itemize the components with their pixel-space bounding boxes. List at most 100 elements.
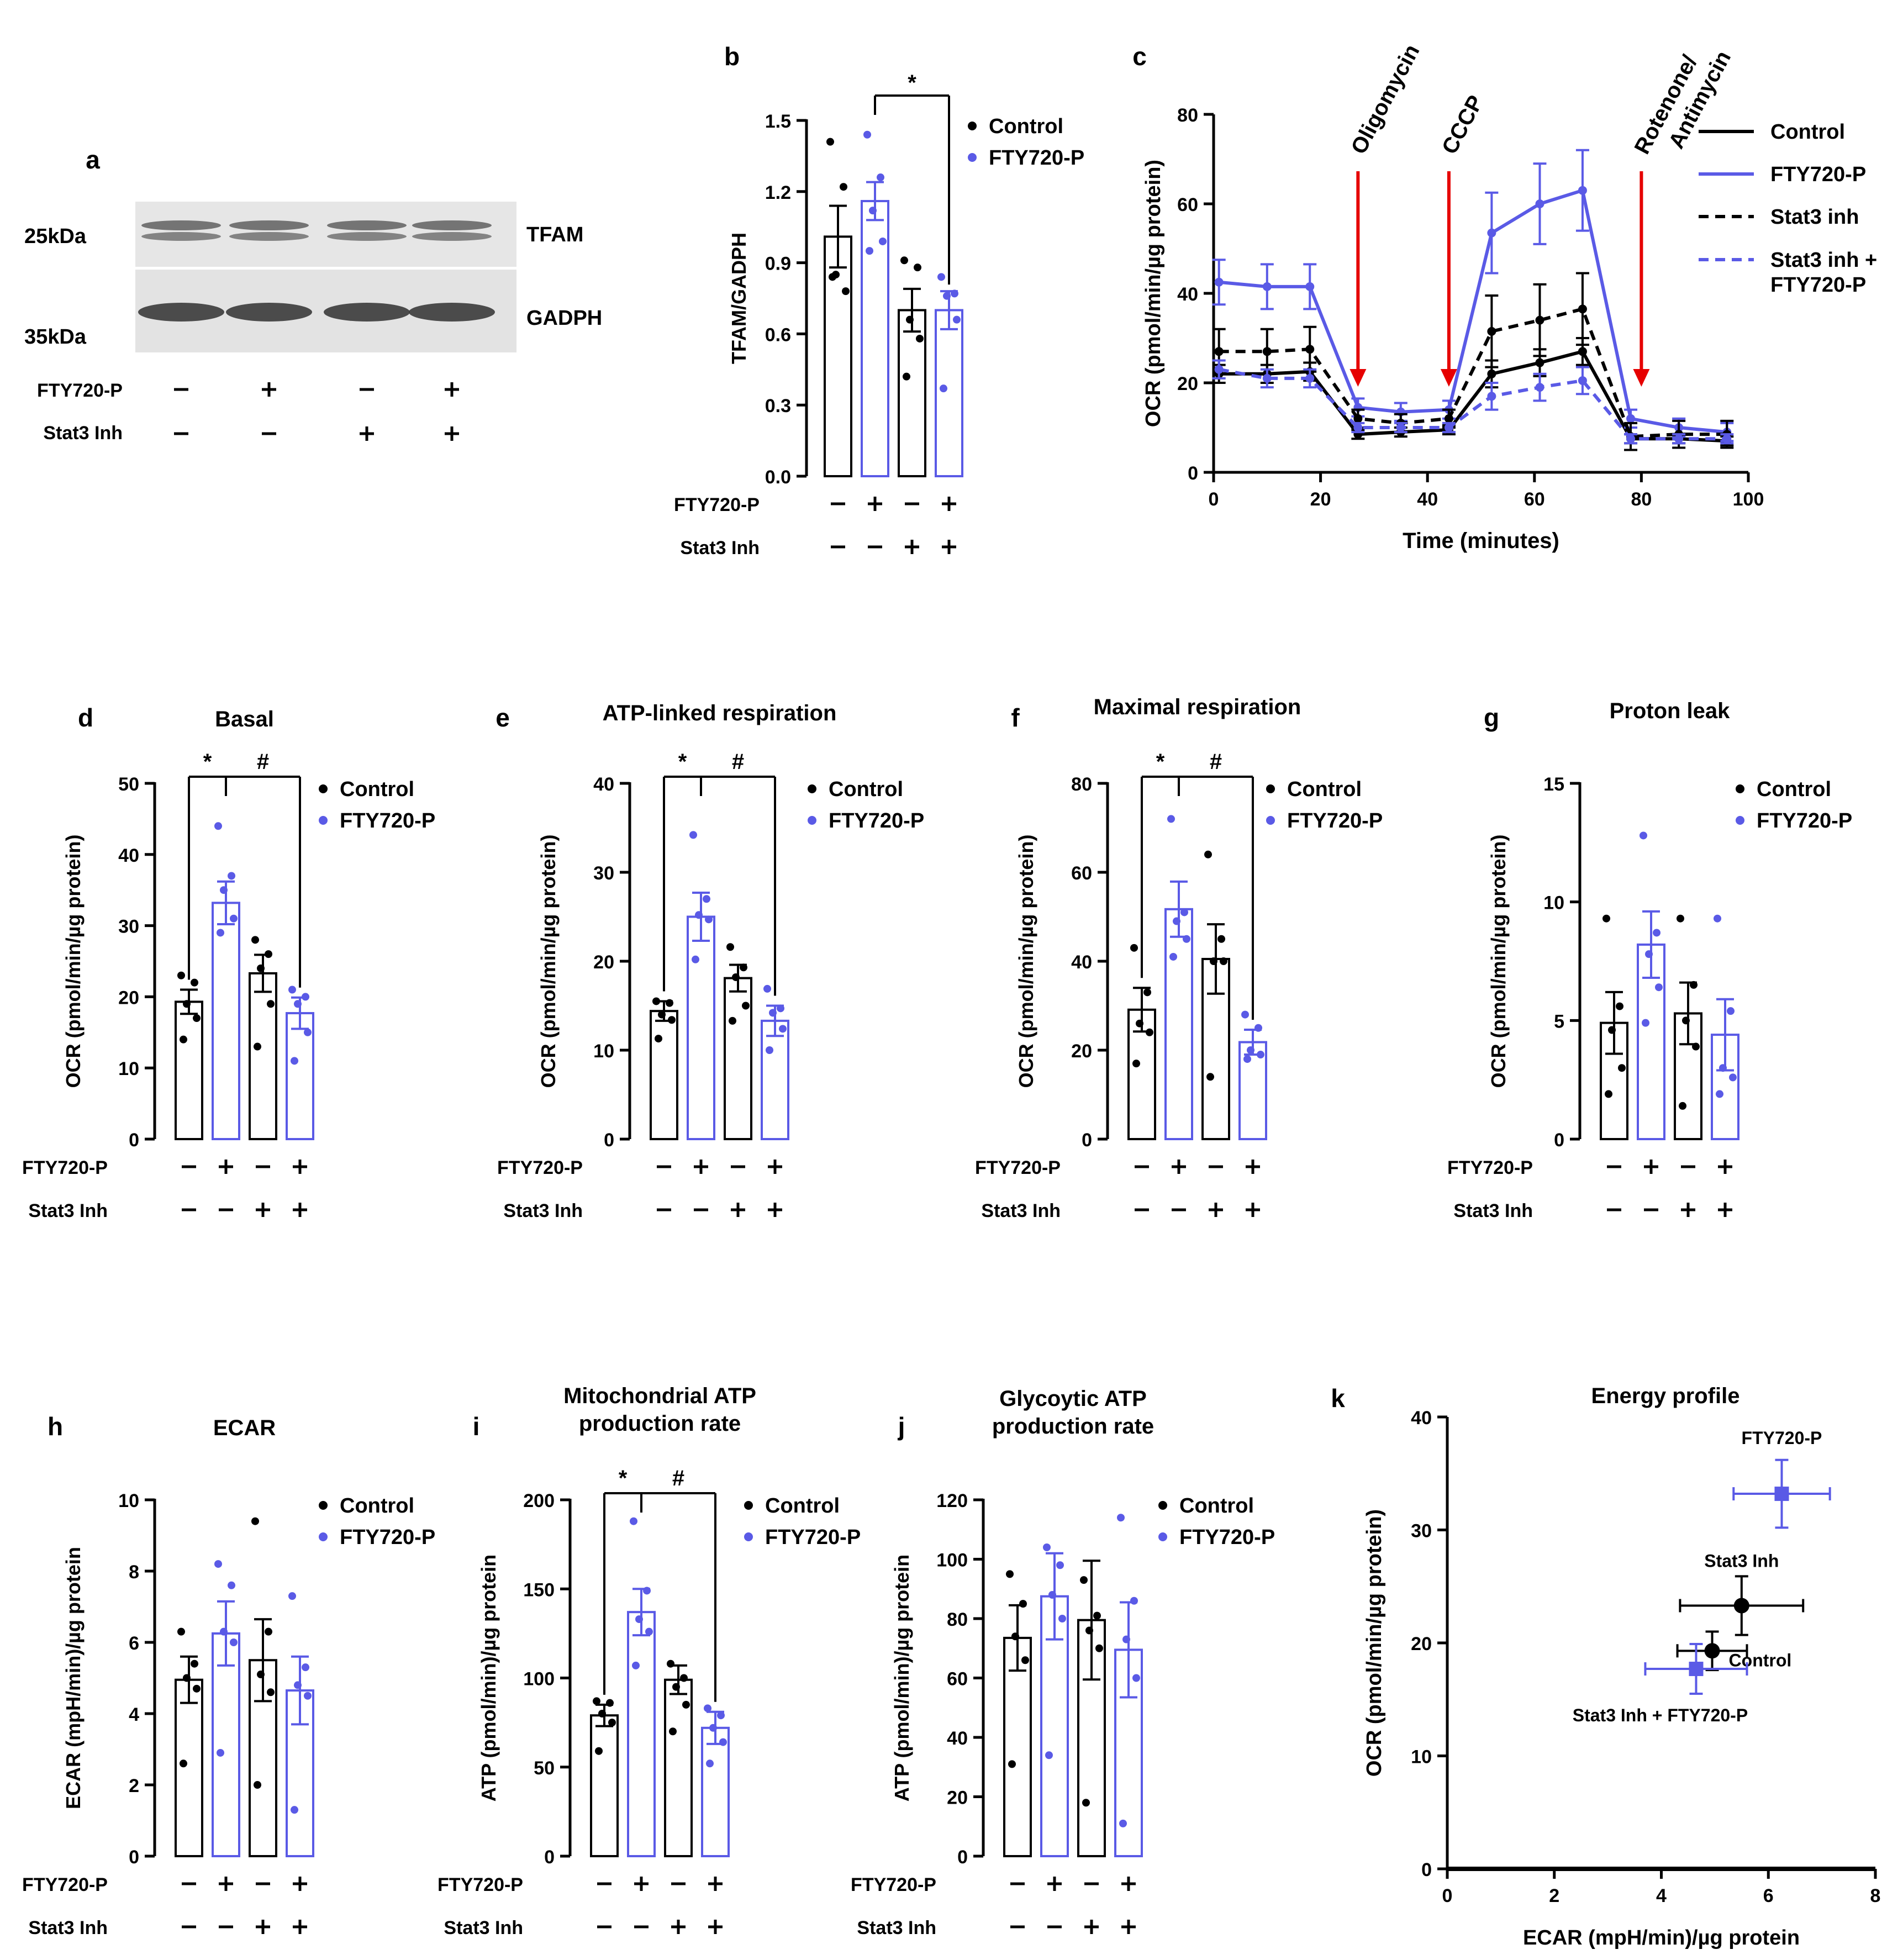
treatment-sign [694, 1160, 708, 1174]
data-point [593, 1697, 600, 1705]
treatment-sign [1121, 1920, 1136, 1934]
treatment-sign [256, 1203, 270, 1217]
data-point [1729, 1073, 1737, 1082]
y-tick-label: 5 [1554, 1011, 1564, 1032]
y-tick-label: 0.9 [765, 254, 791, 275]
data-point [1143, 988, 1151, 997]
data-point [1019, 1600, 1027, 1608]
bar [935, 309, 963, 477]
data-point [1682, 1016, 1690, 1025]
y-tick-label: 80 [947, 1609, 968, 1630]
data-point [1180, 908, 1188, 916]
row-label-fty720-p: FTY720-P [851, 1874, 936, 1895]
y-axis-label: TFAM/GADPH [728, 233, 750, 364]
treatment-sign [634, 1877, 649, 1891]
data-point [709, 1724, 717, 1732]
x-axis-label: ECAR (mpH/min)/µg protein [1523, 1926, 1800, 1950]
data-point [937, 273, 945, 281]
row-label-stat3-inh: Stat3 Inh [1453, 1200, 1533, 1221]
treatment-sign [360, 426, 374, 441]
bar [650, 1010, 678, 1141]
y-tick-label: 20 [593, 952, 614, 973]
x-tick-label: 40 [1417, 489, 1438, 510]
y-tick-label: 60 [1177, 194, 1198, 215]
data-point [1535, 199, 1544, 208]
legend-marker-fty720-p [319, 1532, 328, 1541]
data-point [717, 1711, 725, 1720]
treatment-sign [905, 540, 919, 554]
treatment-sign [942, 540, 956, 554]
series-line [1219, 307, 1727, 439]
treatment-sign [262, 382, 276, 397]
legend-label-control: Control [340, 778, 414, 801]
data-point [1132, 1060, 1140, 1068]
data-point [829, 273, 836, 281]
data-point [1578, 376, 1587, 385]
data-point [1214, 347, 1224, 356]
legend-label: FTY720-P [1770, 163, 1866, 186]
data-point [1045, 1751, 1053, 1759]
panel-letter: i [473, 1412, 480, 1441]
data-point [302, 993, 309, 1001]
treatment-sign [868, 497, 882, 511]
injection-arrowhead [1633, 369, 1650, 387]
treatment-sign [445, 382, 459, 397]
injection-arrowhead [1350, 369, 1367, 387]
data-point [866, 247, 873, 255]
x-tick-label: 6 [1763, 1885, 1774, 1906]
data-point [914, 264, 921, 272]
data-point [606, 1699, 614, 1707]
series-stat3-inh [1212, 272, 1734, 451]
data-point [1011, 1632, 1019, 1641]
data-point [1119, 1819, 1127, 1827]
data-point [1714, 914, 1721, 923]
y-axis-label: OCR (pmol/min/µg protein) [1363, 1509, 1386, 1777]
data-point [1719, 1064, 1727, 1072]
point-stat3-inh-fty720-p: Stat3 Inh + FTY720-P [1573, 1643, 1748, 1725]
data-point [635, 1615, 643, 1624]
data-point [705, 915, 713, 924]
data-point [191, 1659, 198, 1668]
data-point [1616, 1002, 1623, 1010]
legend-label-control: Control [1757, 778, 1831, 801]
y-tick-label: 0.6 [765, 324, 791, 345]
data-point [1626, 434, 1636, 444]
data-point [1645, 950, 1653, 958]
y-tick-label: 0 [1554, 1130, 1564, 1151]
data-point [1578, 186, 1587, 195]
data-point [1167, 815, 1175, 823]
data-point [1214, 365, 1224, 374]
y-tick-label: 0 [1188, 463, 1198, 484]
row-label-fty720-p: FTY720-P [437, 1874, 523, 1895]
data-point [1080, 1576, 1088, 1584]
data-point [1487, 228, 1496, 238]
data-point [302, 1663, 309, 1672]
data-point [729, 1016, 736, 1025]
data-point [652, 997, 660, 1005]
y-tick-label: 40 [1177, 284, 1198, 305]
legend-label-control: Control [1179, 1494, 1254, 1518]
y-tick-label: 40 [1071, 952, 1092, 973]
data-point [180, 1759, 187, 1768]
data-point [257, 1671, 265, 1679]
legend-marker-control [319, 1501, 328, 1510]
sig-mark: # [672, 1466, 684, 1490]
data-point [732, 973, 740, 981]
point-label: Stat3 Inh + FTY720-P [1573, 1705, 1748, 1725]
data-point [706, 1759, 714, 1768]
data-point [1122, 1635, 1130, 1643]
data-point [304, 1028, 312, 1036]
treatment-sign [1209, 1203, 1223, 1217]
data-point [666, 999, 673, 1007]
x-tick-label: 8 [1870, 1885, 1881, 1906]
bar [761, 1019, 789, 1140]
data-point [763, 984, 771, 993]
treatment-sign [1047, 1877, 1062, 1891]
point-stat3-inh: Stat3 Inh [1679, 1551, 1805, 1636]
data-point [254, 1042, 261, 1051]
data-point [1095, 1644, 1103, 1652]
data-point [220, 1627, 228, 1636]
circle-marker [1733, 1598, 1749, 1614]
y-axis-label: ATP (pmol/min)/µg protein [890, 1555, 913, 1801]
panel-i-bar-chart: i Mitochondrial ATP production rate 0 50 100 1… [437, 1384, 861, 1938]
